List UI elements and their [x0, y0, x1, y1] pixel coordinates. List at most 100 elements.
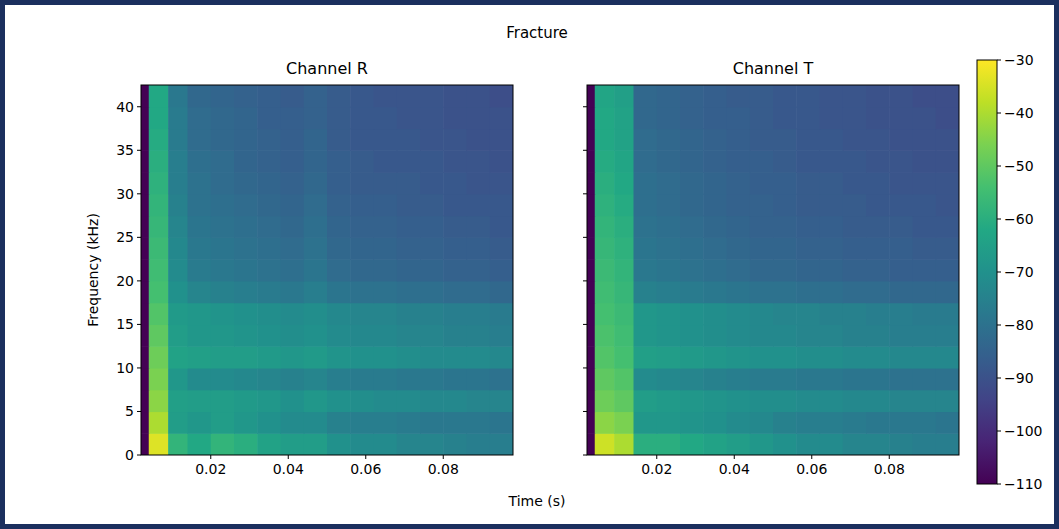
heatmap-cell: [397, 390, 421, 412]
heatmap-cell: [467, 85, 491, 107]
heatmap-cell: [168, 368, 188, 390]
heatmap-cell: [420, 324, 444, 346]
heatmap-cell: [843, 433, 867, 455]
heatmap-cell: [703, 433, 727, 455]
heatmap-cell: [843, 129, 867, 151]
heatmap-cell: [443, 150, 467, 172]
heatmap-cell: [727, 324, 751, 346]
heatmap-cell: [141, 194, 149, 216]
heatmap-cell: [595, 368, 615, 390]
heatmap-cell: [936, 303, 959, 325]
heatmap-cell: [211, 411, 235, 433]
y-tick: [137, 324, 141, 325]
heatmap-cell: [350, 368, 374, 390]
heatmap-cell: [327, 368, 351, 390]
heatmap-cell: [211, 107, 235, 129]
heatmap-cell: [703, 216, 727, 238]
heatmap-cell: [188, 107, 212, 129]
heatmap-cell: [843, 107, 867, 129]
x-tick: [365, 455, 366, 459]
y-tick: [137, 150, 141, 151]
heatmap-cell: [188, 216, 212, 238]
heatmap-cell: [420, 390, 444, 412]
heatmap-cell: [820, 259, 844, 281]
heatmap-cell: [420, 85, 444, 107]
heatmap-cell: [420, 303, 444, 325]
y-tick: [583, 237, 587, 238]
heatmap-cell: [680, 281, 704, 303]
y-tick: [137, 193, 141, 194]
heatmap-cell: [420, 237, 444, 259]
heatmap-cell: [490, 368, 513, 390]
x-tick-label: 0.06: [796, 461, 827, 477]
heatmap-cell: [703, 303, 727, 325]
heatmap-cell: [257, 237, 281, 259]
heatmap-cell: [820, 216, 844, 238]
heatmap-cell: [614, 150, 634, 172]
heatmap-cell: [866, 433, 890, 455]
heatmap-cell: [587, 85, 595, 107]
heatmap-cell: [350, 150, 374, 172]
heatmap-cell: [374, 411, 398, 433]
heatmap-cell: [913, 411, 937, 433]
heatmap-cell: [657, 433, 681, 455]
heatmap-cell: [188, 433, 212, 455]
heatmap-cell: [397, 107, 421, 129]
heatmap-cell: [587, 129, 595, 151]
heatmap-cell: [587, 237, 595, 259]
heatmap-cell: [350, 281, 374, 303]
heatmap-cell: [467, 324, 491, 346]
heatmap-cell: [443, 237, 467, 259]
heatmap-cell: [327, 259, 351, 281]
heatmap-cell: [490, 281, 513, 303]
heatmap-cell: [820, 324, 844, 346]
heatmap-cell: [750, 303, 774, 325]
heatmap-cell: [936, 150, 959, 172]
heatmap-cell: [188, 129, 212, 151]
heatmap-cell: [913, 172, 937, 194]
heatmap-cell: [149, 85, 169, 107]
heatmap-cell: [796, 346, 820, 368]
heatmap-cell: [374, 390, 398, 412]
heatmap-cell: [374, 172, 398, 194]
y-tick-label: 5: [125, 403, 134, 419]
heatmap-cell: [374, 303, 398, 325]
heatmap-cell: [913, 216, 937, 238]
heatmap-cell: [149, 259, 169, 281]
heatmap-cell: [587, 303, 595, 325]
heatmap-cell: [149, 172, 169, 194]
heatmap-cell: [234, 194, 258, 216]
y-tick: [137, 237, 141, 238]
heatmap-cell: [587, 368, 595, 390]
heatmap-cell: [397, 85, 421, 107]
heatmap-cell: [750, 150, 774, 172]
heatmap-cell: [141, 303, 149, 325]
y-tick-label: 0: [125, 447, 134, 463]
heatmap-cell: [843, 368, 867, 390]
heatmap-cell: [634, 129, 658, 151]
heatmap-cell: [587, 346, 595, 368]
heatmap-cell: [420, 346, 444, 368]
heatmap-cell: [141, 172, 149, 194]
heatmap-cell: [188, 259, 212, 281]
heatmap-cell: [913, 303, 937, 325]
y-tick-label: 15: [116, 316, 134, 332]
heatmap-cell: [595, 433, 615, 455]
heatmap-cell: [327, 281, 351, 303]
heatmap-cell: [657, 237, 681, 259]
heatmap-cell: [820, 172, 844, 194]
heatmap-cell: [211, 324, 235, 346]
heatmap-cell: [350, 303, 374, 325]
heatmap-cell: [304, 107, 328, 129]
heatmap-cell: [374, 194, 398, 216]
y-tick: [583, 324, 587, 325]
heatmap-cell: [750, 216, 774, 238]
heatmap-cell: [149, 324, 169, 346]
x-tick: [288, 455, 289, 459]
heatmap-cell: [773, 303, 797, 325]
heatmap-cell: [727, 172, 751, 194]
heatmap-cell: [188, 324, 212, 346]
heatmap-cell: [820, 303, 844, 325]
heatmap-cell: [703, 150, 727, 172]
heatmap-cell: [304, 324, 328, 346]
